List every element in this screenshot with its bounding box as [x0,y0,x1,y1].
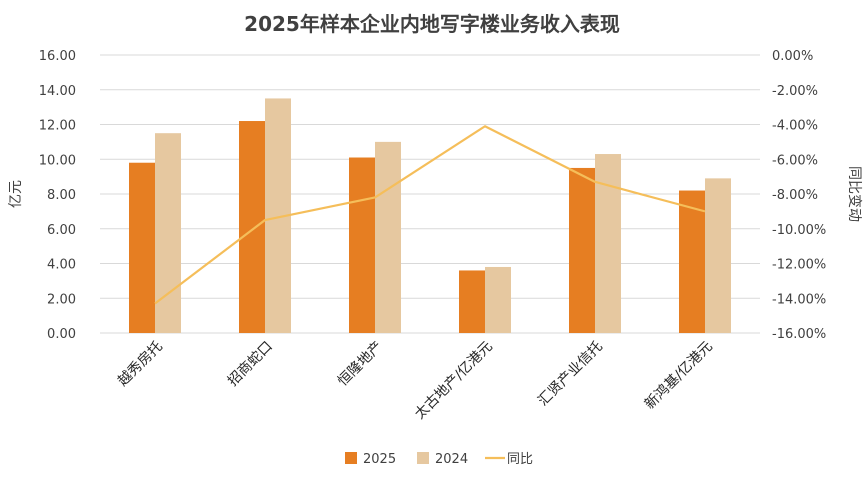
gridlines [100,54,760,334]
category-label: 恒隆地产 [335,339,386,390]
bars [129,98,731,334]
category-label: 新鸿基/亿港元 [641,338,716,413]
right-tick-label: 0.00% [772,49,813,64]
bar-2024 [485,266,511,333]
chart-title: 2025年样本企业内地写字楼业务收入表现 [244,12,620,36]
left-tick-label: 16.00 [39,49,76,64]
left-axis-ticks: 0.00 2.00 4.00 6.00 8.00 10.00 12.00 14.00 16.00 [39,49,76,342]
legend-label-同比: 同比 [507,452,533,467]
left-tick-label: 12.00 [39,119,76,134]
right-tick-label: -12.00% [772,258,826,273]
bar-2024 [705,178,731,333]
category-label: 招商蛇口 [225,339,276,390]
left-axis-title: 亿元 [8,180,24,208]
bar-2025 [129,162,155,333]
bar-2024 [595,154,621,333]
bar-2024 [375,141,401,333]
left-tick-label: 6.00 [47,223,76,238]
category-label: 汇贤产业信托 [535,339,606,410]
yoy-line [154,125,706,305]
legend-label-2025: 2025 [363,452,396,467]
bar-2025 [349,157,375,333]
left-tick-label: 10.00 [39,153,76,168]
right-tick-label: -14.00% [772,292,826,307]
right-tick-label: -6.00% [772,153,818,168]
right-tick-label: -8.00% [772,188,818,203]
yoy-line-path [154,125,706,305]
left-tick-label: 14.00 [39,84,76,99]
category-labels: 越秀房托 招商蛇口 恒隆地产 太古地产/亿港元 汇贤产业信托 新鸿基/亿港元 [115,338,716,423]
right-tick-label: -16.00% [772,327,826,342]
bar-2025 [459,270,485,333]
right-axis-ticks: -16.00% -14.00% -12.00% -10.00% -8.00% -6.00%… [772,49,826,342]
legend-swatch-2025 [345,452,357,464]
left-tick-label: 0.00 [47,327,76,342]
bar-2025 [679,190,705,333]
left-tick-label: 4.00 [47,258,76,273]
right-tick-label: -2.00% [772,84,818,99]
right-axis-title: 同比变动 [846,166,862,222]
legend-label-2024: 2024 [435,452,468,467]
left-tick-label: 2.00 [47,292,76,307]
right-tick-label: -4.00% [772,119,818,134]
legend: 2025 2024 同比 [345,452,533,467]
category-label: 太古地产/亿港元 [412,339,496,423]
left-tick-label: 8.00 [47,188,76,203]
right-tick-label: -10.00% [772,223,826,238]
category-label: 越秀房托 [115,339,166,390]
bar-2024 [155,133,181,333]
bar-2025 [239,121,265,334]
legend-swatch-2024 [417,452,429,464]
bar-2025 [569,167,595,333]
